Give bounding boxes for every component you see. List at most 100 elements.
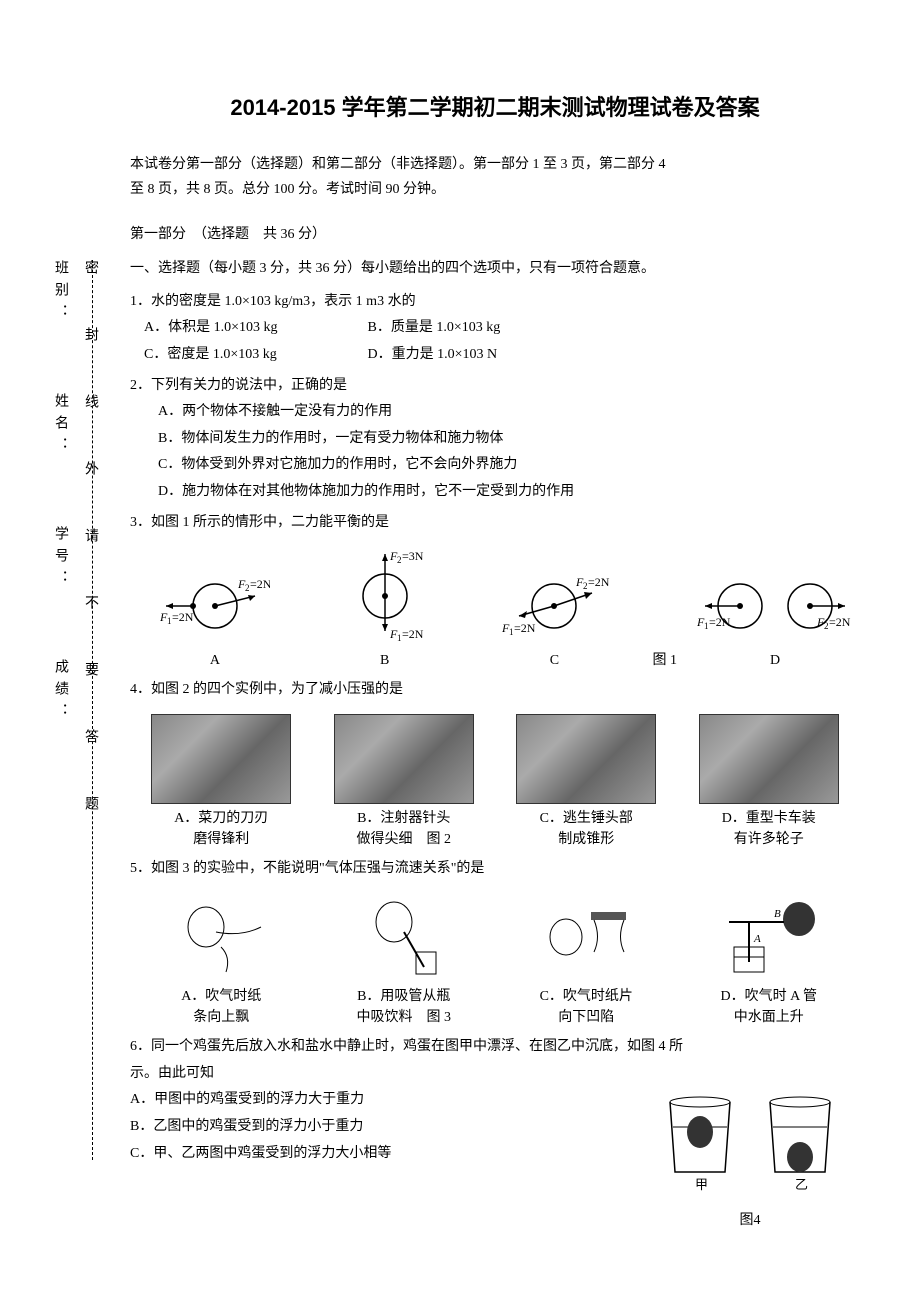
- svg-text:2: 2: [245, 583, 250, 593]
- t: A．菜刀的刀刃: [174, 811, 268, 826]
- question-3: 3．如图 1 所示的情形中，二力能平衡的是 F1=2N F2=2N A: [130, 510, 860, 672]
- fig-b: B．注射器针头做得尖细 图 2: [313, 714, 496, 850]
- fig-c: C．逃生锤头部制成锥形: [495, 714, 678, 850]
- fig-label: D: [770, 650, 780, 671]
- binding-margin: 密 封 线 外 请 不 要 答 题 班别： 姓名： 学号： 成绩：: [50, 260, 110, 1160]
- t: 做得尖细: [357, 832, 413, 847]
- fig-c: F1=2N F2=2N C: [470, 566, 640, 671]
- blow-sheets-illust: [531, 892, 641, 982]
- q-option: C．物体受到外界对它施加力的作用时，它不会向外界施力: [130, 452, 860, 479]
- q-option: D．施力物体在对其他物体施加力的作用时，它不一定受到力的作用: [130, 479, 860, 506]
- exam-description: 本试卷分第一部分（选择题）和第二部分（非选择题）。第一部分 1 至 3 页，第二…: [130, 152, 860, 202]
- q-option: A．甲图中的鸡蛋受到的浮力大于重力: [130, 1087, 640, 1114]
- svg-text:=2N: =2N: [709, 615, 731, 629]
- desc-line: 本试卷分第一部分（选择题）和第二部分（非选择题）。第一部分 1 至 3 页，第二…: [130, 152, 860, 177]
- truck-image: [699, 714, 839, 804]
- t: 线: [83, 394, 98, 416]
- q-stem: 3．如图 1 所示的情形中，二力能平衡的是: [130, 510, 860, 537]
- svg-text:1: 1: [704, 621, 709, 631]
- q-stem: 6．同一个鸡蛋先后放入水和盐水中静止时，鸡蛋在图甲中漂浮、在图乙中沉底，如图 4…: [130, 1034, 860, 1061]
- q-stem: 1．水的密度是 1.0×103 kg/m3，表示 1 m3 水的: [130, 289, 860, 316]
- q-stem: 2．下列有关力的说法中，正确的是: [130, 373, 860, 400]
- q-stem: 5．如图 3 的实验中，不能说明"气体压强与流速关系"的是: [130, 856, 860, 883]
- fig-label: 图 1: [653, 650, 678, 671]
- svg-text:A: A: [753, 933, 761, 945]
- fig-label-col: 图 1: [639, 566, 690, 671]
- question-2: 2．下列有关力的说法中，正确的是 A．两个物体不接触一定没有力的作用 B．物体间…: [130, 373, 860, 506]
- q6-options: A．甲图中的鸡蛋受到的浮力大于重力 B．乙图中的鸡蛋受到的浮力小于重力 C．甲、…: [130, 1087, 640, 1234]
- q-option: D．重力是 1.0×103 N: [368, 342, 588, 369]
- t: 图 3: [427, 1010, 452, 1025]
- svg-text:1: 1: [509, 627, 514, 637]
- section-header: 一、选择题（每小题 3 分，共 36 分）每小题给出的四个选项中，只有一项符合题…: [130, 256, 860, 281]
- t: 向下凹陷: [558, 1010, 614, 1025]
- t: 外: [83, 461, 98, 483]
- t: 答: [83, 729, 98, 751]
- t: 姓名：: [53, 393, 68, 459]
- fig-d: D．重型卡车装有许多轮子: [678, 714, 861, 850]
- q-option: C．密度是 1.0×103 kg: [144, 342, 364, 369]
- svg-text:2: 2: [397, 555, 402, 565]
- t: 制成锥形: [558, 832, 614, 847]
- desc-line: 至 8 页，共 8 页。总分 100 分。考试时间 90 分钟。: [130, 177, 860, 202]
- fig-b: B．用吸管从瓶中吸饮料 图 3: [313, 892, 496, 1028]
- t: 题: [83, 796, 98, 818]
- hammer-image: [516, 714, 656, 804]
- q-option: B．物体间发生力的作用时，一定有受力物体和施力物体: [130, 426, 860, 453]
- form-labels: 班别： 姓名： 学号： 成绩：: [50, 260, 70, 725]
- t: 班别：: [53, 260, 68, 326]
- q-option: A．体积是 1.0×103 kg: [144, 315, 364, 342]
- question-5: 5．如图 3 的实验中，不能说明"气体压强与流速关系"的是 A．吹气时纸条向上飘…: [130, 856, 860, 1029]
- t: 学号：: [53, 526, 68, 592]
- fig-c: C．吹气时纸片向下凹陷: [495, 892, 678, 1028]
- svg-text:=2N: =2N: [514, 621, 536, 635]
- fig-label: C: [550, 650, 559, 671]
- t: 图 2: [427, 832, 452, 847]
- t: 条向上飘: [193, 1010, 249, 1025]
- svg-text:=2N: =2N: [588, 575, 610, 589]
- tube-illust: BA: [714, 892, 824, 982]
- svg-text:1: 1: [167, 616, 172, 626]
- syringe-image: [334, 714, 474, 804]
- fig-a: F1=2N F2=2N A: [130, 566, 300, 671]
- straw-illust: [349, 892, 459, 982]
- fig-a: A．吹气时纸条向上飘: [130, 892, 313, 1028]
- q4-figures: A．菜刀的刀刃磨得锋利 B．注射器针头做得尖细 图 2 C．逃生锤头部制成锥形 …: [130, 714, 860, 850]
- svg-text:1: 1: [397, 633, 402, 643]
- q-option: B．质量是 1.0×103 kg: [368, 315, 588, 342]
- question-1: 1．水的密度是 1.0×103 kg/m3，表示 1 m3 水的 A．体积是 1…: [130, 289, 860, 369]
- svg-text:=2N: =2N: [402, 627, 424, 641]
- t: C．吹气时纸片: [540, 989, 633, 1004]
- fig-b: F2=3N F1=2N B: [300, 546, 470, 671]
- blow-paper-illust: [166, 892, 276, 982]
- force-diagram-a: F1=2N F2=2N: [160, 566, 270, 646]
- question-4: 4．如图 2 的四个实例中，为了减小压强的是 A．菜刀的刀刃磨得锋利 B．注射器…: [130, 677, 860, 850]
- q6-figure: 甲 乙 图4: [640, 1087, 860, 1234]
- svg-text:2: 2: [583, 581, 588, 591]
- knife-image: [151, 714, 291, 804]
- t: 封: [83, 327, 98, 349]
- q-stem: 4．如图 2 的四个实例中，为了减小压强的是: [130, 677, 860, 704]
- q-option: C．甲、乙两图中鸡蛋受到的浮力大小相等: [130, 1141, 640, 1168]
- force-diagram-c: F1=2N F2=2N: [494, 566, 614, 646]
- svg-text:=3N: =3N: [402, 549, 424, 563]
- fig-d: BA D．吹气时 A 管中水面上升: [678, 892, 861, 1028]
- t: 中吸饮料: [357, 1010, 413, 1025]
- t: C．逃生锤头部: [540, 811, 633, 826]
- svg-text:=2N: =2N: [829, 615, 851, 629]
- t: B．注射器针头: [357, 811, 450, 826]
- fig-label: 图4: [640, 1208, 860, 1235]
- t: 密: [83, 260, 98, 282]
- svg-text:2: 2: [824, 621, 829, 631]
- q3-figures: F1=2N F2=2N A F2=3N F1=2N B: [130, 546, 860, 671]
- t: 要: [83, 662, 98, 684]
- t: 成绩：: [53, 659, 68, 725]
- svg-text:乙: 乙: [795, 1177, 808, 1192]
- force-diagram-b: F2=3N F1=2N: [340, 546, 430, 646]
- q-option: A．两个物体不接触一定没有力的作用: [130, 399, 860, 426]
- t: D．重型卡车装: [722, 811, 816, 826]
- t: D．吹气时 A 管: [721, 989, 817, 1004]
- fig-label: A: [210, 650, 220, 671]
- t: 不: [83, 595, 98, 617]
- svg-text:=2N: =2N: [172, 610, 194, 624]
